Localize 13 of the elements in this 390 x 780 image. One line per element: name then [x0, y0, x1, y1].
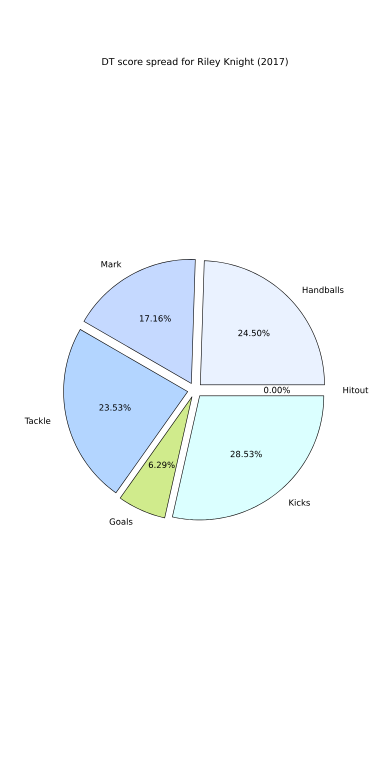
- slice-label: Goals: [110, 518, 132, 525]
- text: 0.00%: [264, 386, 290, 394]
- data-label: 23.53%: [99, 404, 131, 411]
- chart-title: DT score spread for Riley Knight (2017): [102, 58, 288, 67]
- slice-label: Handballs: [302, 286, 344, 294]
- data-label: 24.50%: [238, 330, 270, 336]
- slice-label: Tackle: [24, 417, 50, 424]
- data-label: 28.53%: [230, 450, 262, 458]
- category-label: Hitout: [343, 386, 368, 394]
- data-label: 6.29%: [148, 462, 175, 468]
- slice-label: Kicks: [289, 499, 310, 506]
- data-label: 17.16%: [140, 315, 171, 322]
- slice-label: Mark: [101, 260, 122, 268]
